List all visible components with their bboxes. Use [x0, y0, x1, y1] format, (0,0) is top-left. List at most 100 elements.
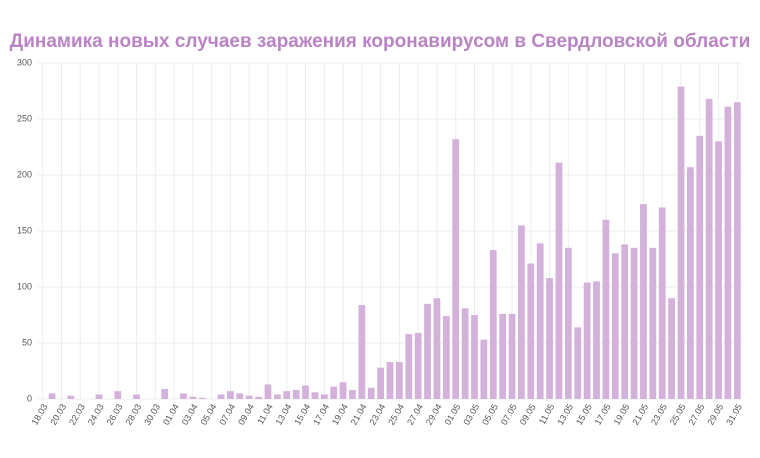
bar — [161, 388, 169, 399]
x-tick-label: 31.05 — [724, 402, 744, 427]
bar — [715, 141, 722, 399]
bar — [658, 207, 666, 399]
bar — [320, 394, 328, 399]
bar — [424, 303, 431, 399]
bar — [518, 225, 525, 399]
bar — [555, 162, 563, 399]
bar — [724, 106, 732, 400]
bar — [527, 263, 535, 399]
x-tick-label: 15.05 — [574, 402, 594, 427]
x-tick-label: 25.04 — [386, 402, 406, 427]
x-tick-label: 03.05 — [461, 402, 481, 427]
x-tick-label: 30.03 — [142, 402, 162, 427]
x-tick-label: 23.05 — [649, 402, 669, 427]
x-tick-label: 03.04 — [180, 402, 200, 427]
x-tick-label: 09.04 — [236, 402, 256, 427]
bar — [630, 247, 638, 399]
x-tick-label: 20.03 — [48, 402, 68, 427]
bar — [433, 298, 441, 399]
x-tick-label: 01.04 — [161, 402, 181, 427]
bar — [396, 362, 403, 399]
bar — [564, 247, 572, 399]
bar — [602, 219, 610, 399]
bar — [414, 332, 422, 399]
bar — [649, 247, 657, 399]
x-tick-label: 29.05 — [705, 402, 725, 427]
x-tick-label: 15.04 — [292, 402, 312, 427]
bar — [536, 243, 544, 399]
x-tick-label: 24.03 — [86, 402, 106, 427]
bar — [255, 396, 262, 399]
bar — [133, 394, 140, 399]
bar — [367, 387, 375, 399]
x-tick-label: 01.05 — [443, 402, 463, 427]
bar — [67, 395, 75, 399]
bar — [611, 253, 619, 399]
bar — [114, 391, 122, 399]
x-tick-label: 11.05 — [537, 402, 557, 426]
x-tick-label: 11.04 — [255, 402, 275, 426]
x-tick-label: 18.03 — [30, 402, 50, 427]
x-tick-label: 13.05 — [555, 402, 575, 427]
bar — [302, 385, 309, 399]
bar — [677, 86, 685, 400]
x-tick-label: 05.05 — [480, 402, 500, 427]
x-tick-label: 27.05 — [687, 402, 707, 427]
bar — [339, 382, 347, 399]
bar — [377, 367, 384, 399]
bar — [546, 278, 553, 399]
bar — [686, 167, 694, 399]
bar — [593, 281, 600, 399]
bar — [489, 250, 497, 399]
bar — [640, 204, 647, 399]
bar — [480, 339, 488, 399]
bar — [245, 395, 253, 399]
y-tick-label: 200 — [17, 169, 32, 179]
bar — [311, 392, 319, 399]
y-tick-label: 100 — [17, 281, 32, 291]
chart-title: Динамика новых случаев заражения коронав… — [10, 31, 751, 52]
x-tick-label: 19.04 — [330, 402, 350, 427]
x-tick-label: 19.05 — [612, 402, 632, 427]
bar — [574, 327, 582, 399]
y-tick-label: 50 — [22, 337, 32, 347]
bar — [499, 313, 507, 399]
bar — [461, 308, 469, 399]
bar — [227, 391, 234, 399]
bar — [583, 282, 591, 399]
x-tick-label: 21.05 — [630, 402, 650, 427]
x-tick-label: 26.03 — [105, 402, 125, 427]
y-tick-label: 150 — [17, 225, 32, 235]
x-tick-label: 13.04 — [274, 402, 294, 427]
bar — [264, 384, 272, 399]
y-tick-label: 0 — [27, 393, 32, 403]
x-tick-label: 22.03 — [67, 402, 87, 427]
x-tick-label: 23.04 — [367, 402, 387, 427]
x-tick-label: 07.04 — [217, 402, 237, 427]
bar — [705, 98, 713, 399]
bar — [471, 315, 478, 399]
bar — [621, 244, 629, 399]
x-tick-label: 27.04 — [405, 402, 425, 427]
x-tick-label: 09.05 — [518, 402, 538, 427]
bar — [442, 316, 450, 399]
bar — [198, 397, 206, 399]
x-tick-label: 05.04 — [199, 402, 219, 427]
bar — [180, 393, 187, 399]
bar — [358, 304, 366, 399]
bar — [733, 102, 741, 399]
x-tick-label: 28.03 — [123, 402, 143, 427]
bar — [386, 362, 394, 399]
bar — [330, 386, 338, 399]
bar — [668, 298, 675, 399]
bar — [696, 135, 704, 400]
x-tick-label: 07.05 — [499, 402, 519, 427]
bar — [217, 394, 225, 399]
bar — [452, 139, 460, 399]
bar — [95, 394, 103, 399]
x-tick-label: 25.05 — [668, 402, 688, 427]
bar — [236, 393, 244, 399]
x-tick-label: 21.04 — [349, 402, 369, 427]
bar — [292, 390, 300, 399]
